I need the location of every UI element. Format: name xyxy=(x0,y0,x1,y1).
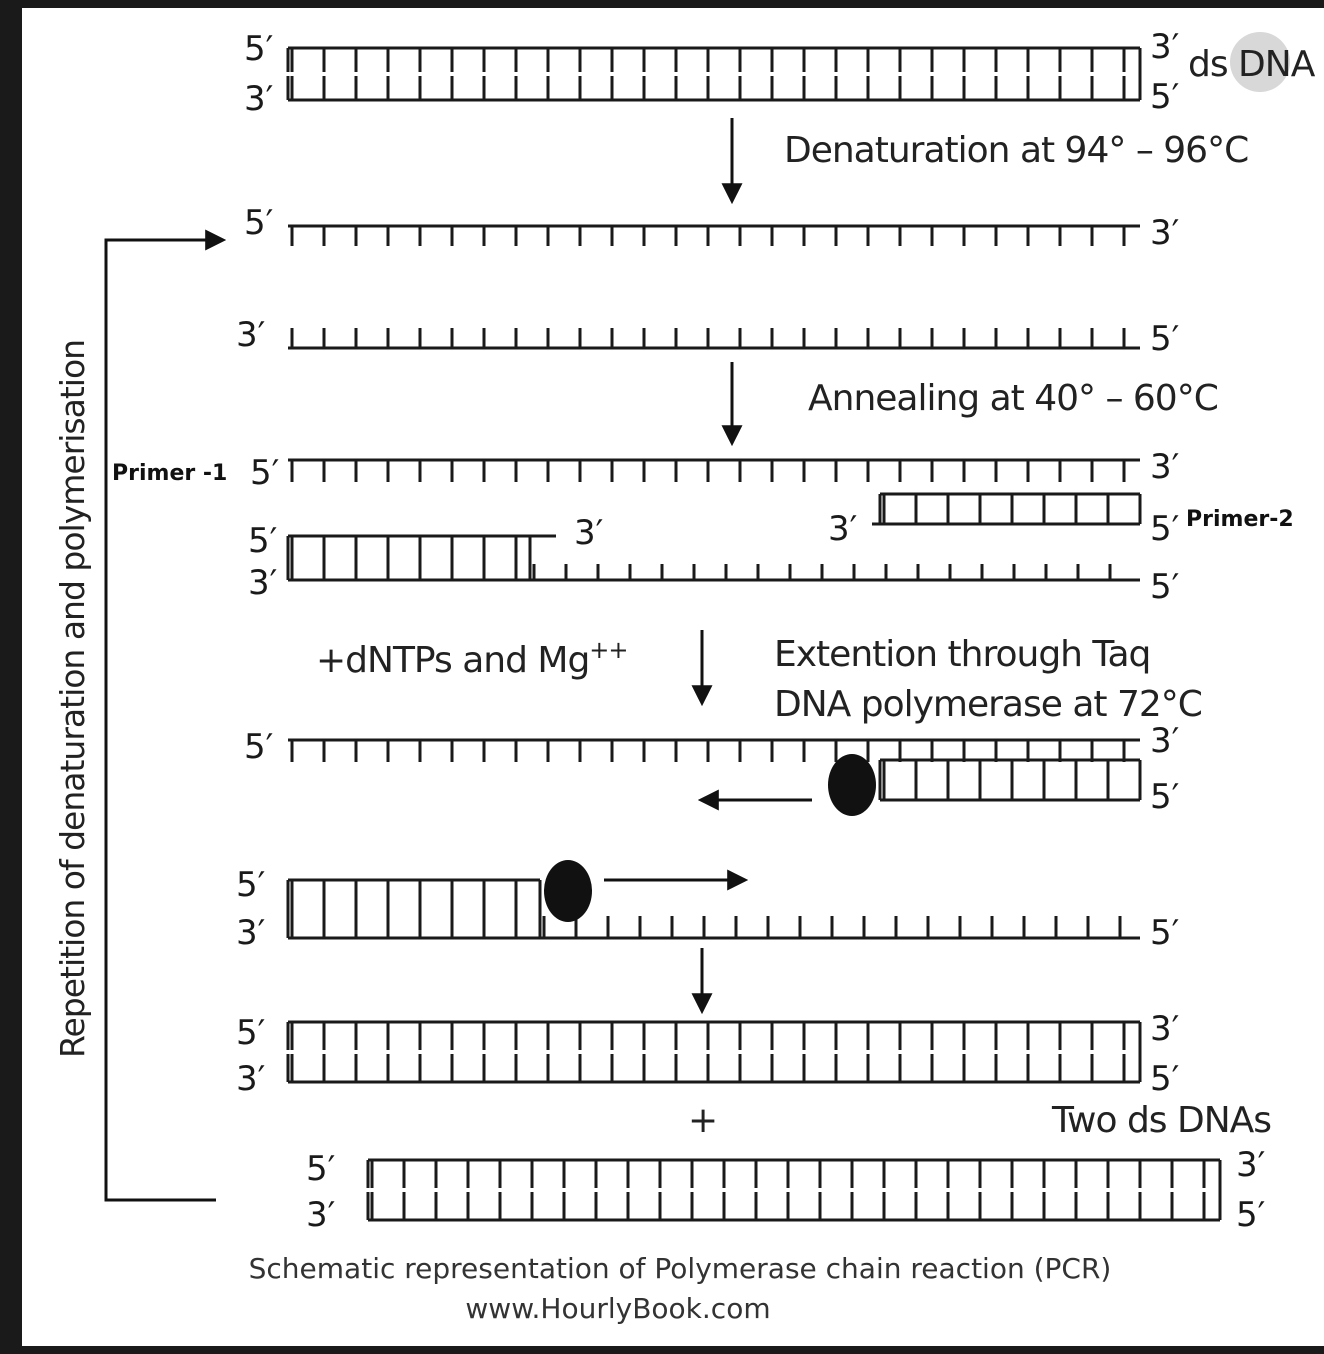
end-3-r4-right: 3′ xyxy=(1150,447,1179,487)
end-3-r8: 3′ xyxy=(236,913,265,953)
end-3-r7-right: 3′ xyxy=(1150,721,1179,761)
diagram-sheet xyxy=(22,8,1324,1346)
end-3-r9: 3′ xyxy=(236,1059,265,1099)
taq-polymerase-left xyxy=(544,860,592,922)
strand-ext-bottom-product-top xyxy=(288,878,540,938)
end-5-r10: 5′ xyxy=(306,1149,335,1189)
end-5-r4: 5′ xyxy=(250,453,279,493)
end-3-r1: 3′ xyxy=(244,79,273,119)
end-3-r10-right: 3′ xyxy=(1236,1145,1265,1185)
taq-polymerase-right xyxy=(828,754,876,816)
annealing-label: Annealing at 40° – 60°C xyxy=(808,378,1218,419)
end-3-r9-right: 3′ xyxy=(1150,1009,1179,1049)
caption-title: Schematic representation of Polymerase c… xyxy=(249,1252,1112,1285)
end-5-primer1: 5′ xyxy=(248,521,277,561)
strand-primer1-top xyxy=(288,534,530,580)
end-5-r2: 5′ xyxy=(244,203,273,243)
primer1-label: Primer -1 xyxy=(112,461,227,486)
end-3-r2-right: 3′ xyxy=(1150,213,1179,253)
end-3-r1-right: 3′ xyxy=(1150,27,1179,67)
end-5-r6-right: 5′ xyxy=(1150,567,1179,607)
end-3-primer2: 3′ xyxy=(828,509,857,549)
strand-single-bottom xyxy=(288,328,1140,350)
strand-annealed-bottom xyxy=(530,564,1140,582)
end-5-r1: 5′ xyxy=(244,29,273,69)
extension-label-line2: DNA polymerase at 72°C xyxy=(774,684,1202,725)
repetition-label: Repetition of denaturation and polymeris… xyxy=(53,340,92,1058)
extension-label-line1: Extention through Taq xyxy=(774,634,1150,675)
strand-primer2-top xyxy=(880,492,1140,524)
end-5-r7: 5′ xyxy=(244,727,273,767)
ds-dna-label: ds DNA xyxy=(1188,44,1316,85)
end-5-r8: 5′ xyxy=(236,865,265,905)
primer2-label: Primer-2 xyxy=(1186,507,1294,532)
highlight-circle xyxy=(1230,32,1290,92)
two-ds-dnas-label: Two ds DNAs xyxy=(1051,1100,1271,1141)
end-5-r8-right: 5′ xyxy=(1150,913,1179,953)
end-3-primer1: 3′ xyxy=(574,513,603,553)
end-5-primer2: 5′ xyxy=(1150,509,1179,549)
repetition-loop-line xyxy=(104,229,227,1202)
dntps-label: +dNTPs and Mg++ xyxy=(316,636,628,681)
end-3-r10: 3′ xyxy=(306,1195,335,1235)
end-5-r9: 5′ xyxy=(236,1013,265,1053)
end-5-r1-right: 5′ xyxy=(1150,77,1179,117)
end-3-r3: 3′ xyxy=(236,315,265,355)
denaturation-label: Denaturation at 94° – 96°C xyxy=(784,130,1248,171)
end-3-r6: 3′ xyxy=(248,563,277,603)
strand-annealed-top xyxy=(288,458,1140,482)
strand-ext-bottom xyxy=(540,916,1140,940)
strand-ext-top xyxy=(288,738,1140,762)
strand-single-top xyxy=(288,224,1140,246)
dna-strands xyxy=(286,46,1222,1222)
plus-sign: + xyxy=(688,1100,717,1141)
end-5-r7b-right: 5′ xyxy=(1150,777,1179,817)
end-5-r3-right: 5′ xyxy=(1150,319,1179,359)
end-5-r10-right: 5′ xyxy=(1236,1195,1265,1235)
caption-url: www.HourlyBook.com xyxy=(465,1292,770,1325)
strand-ext-top-product-top xyxy=(880,758,1140,800)
end-5-r9-right: 5′ xyxy=(1150,1059,1179,1099)
